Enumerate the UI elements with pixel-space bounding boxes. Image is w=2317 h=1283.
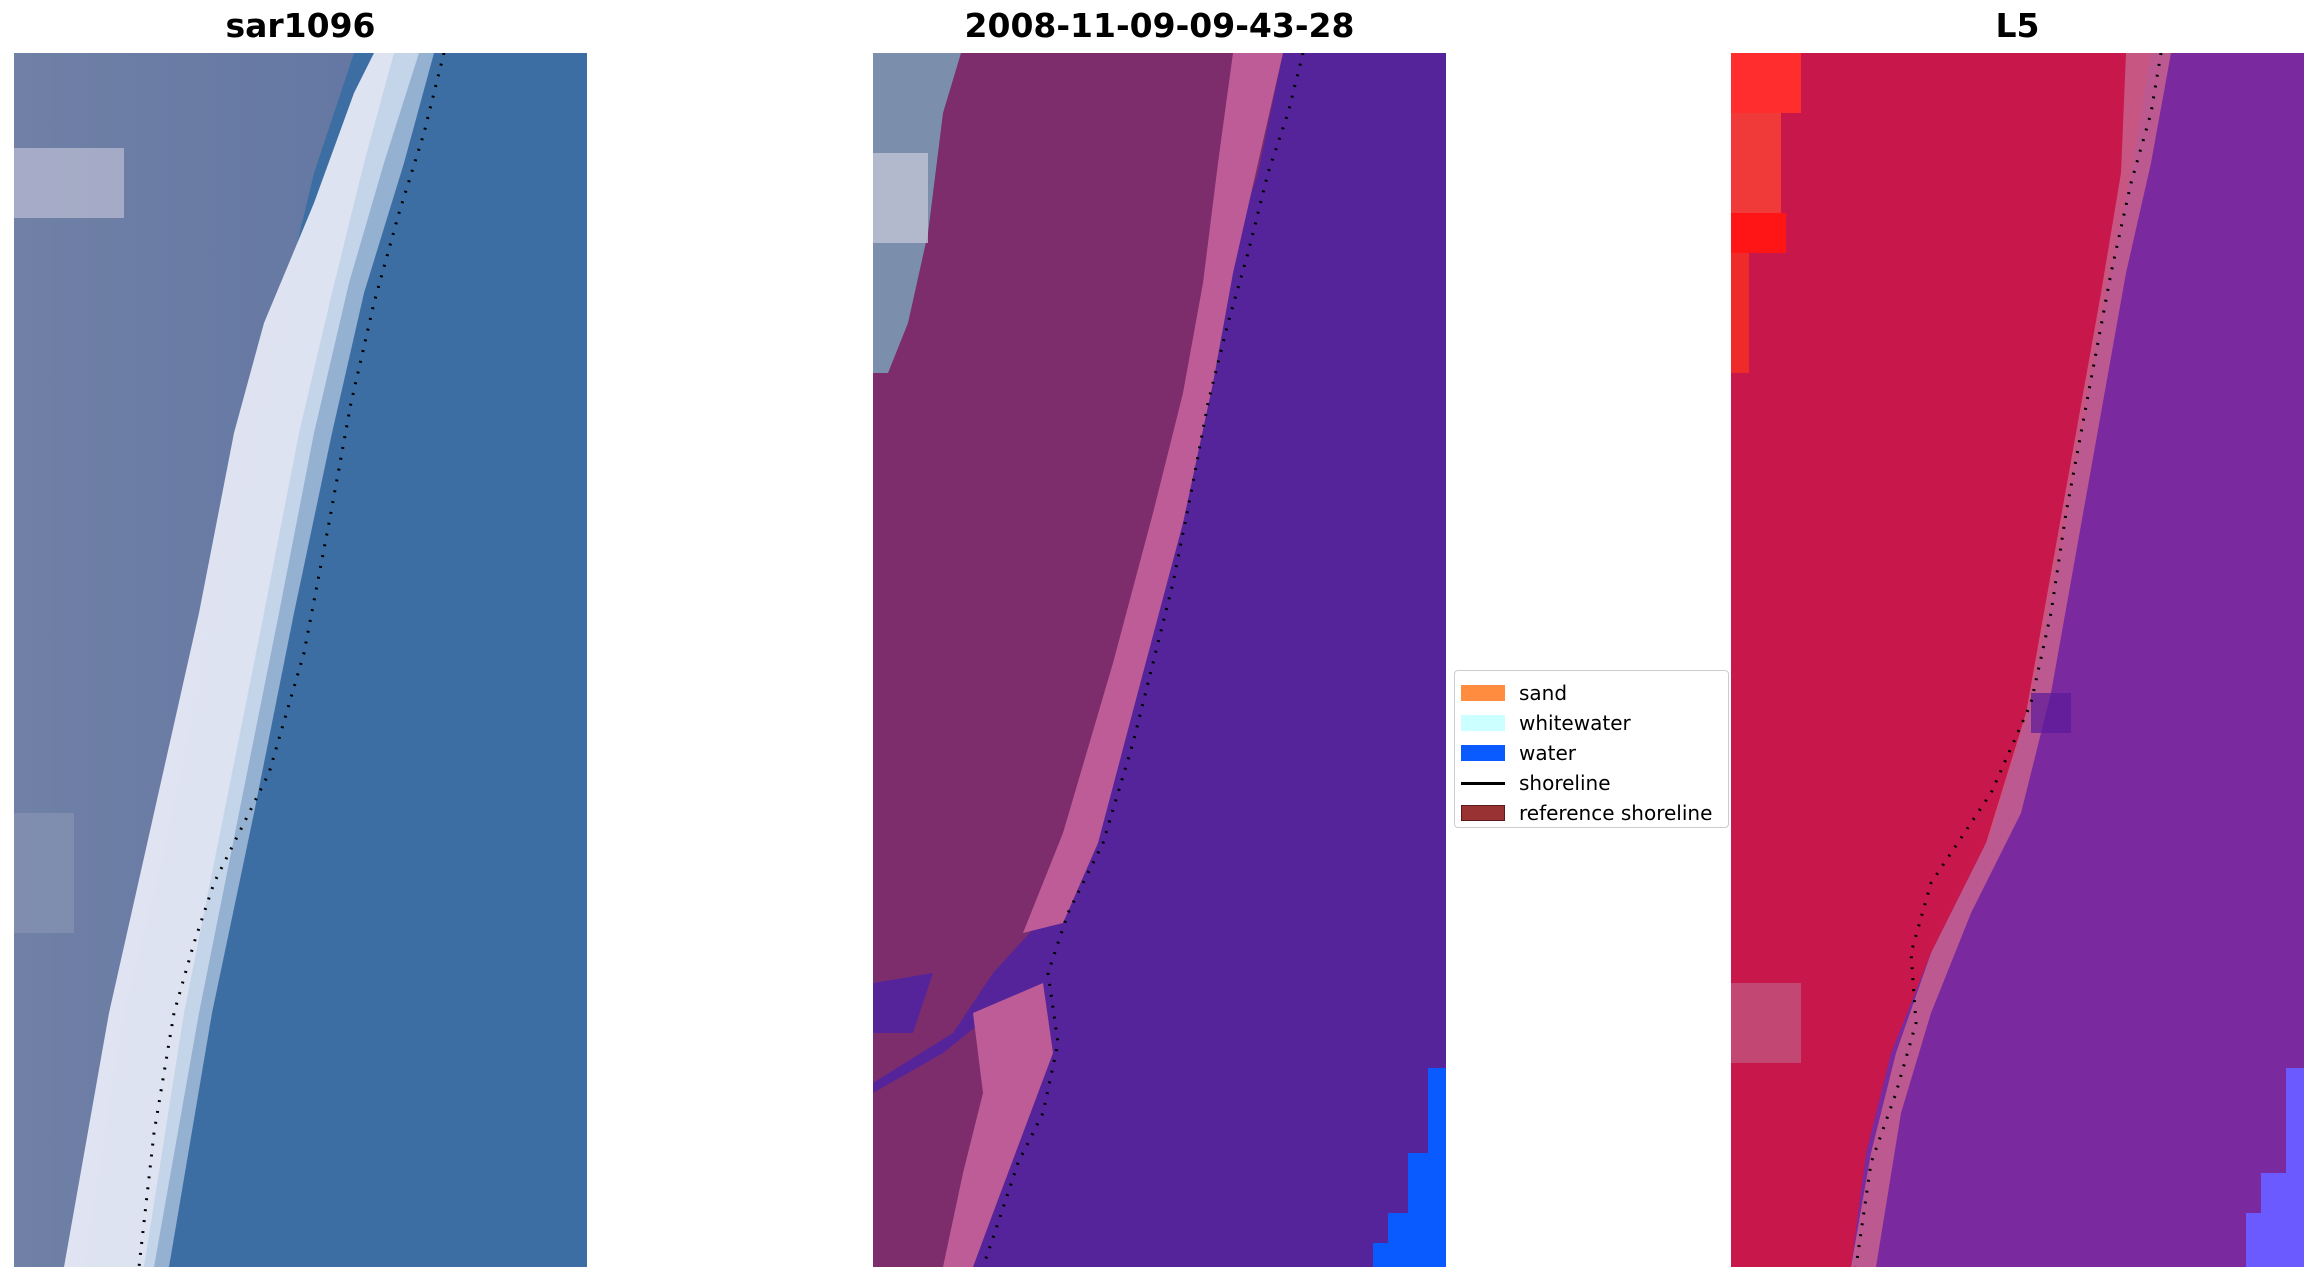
panel-title-nir: L5 (1995, 6, 2040, 45)
classification-image (873, 53, 1446, 1267)
reference-shoreline-swatch (1461, 805, 1505, 821)
legend-label: shoreline (1519, 771, 1611, 795)
legend-label: sand (1519, 681, 1568, 705)
legend-item-sand: sand (1461, 679, 1567, 707)
legend-label: water (1519, 741, 1576, 765)
whitewater-swatch (1461, 715, 1505, 731)
rgb-shoreline (137, 53, 446, 1267)
water-swatch (1461, 745, 1505, 761)
nir-false-color-image (1731, 53, 2304, 1267)
legend-label: reference shoreline (1519, 801, 1713, 825)
legend-item-shoreline: shoreline (1461, 769, 1611, 797)
sand-swatch (1461, 685, 1505, 701)
legend-item-whitewater: whitewater (1461, 709, 1631, 737)
legend-item-reference-shoreline: reference shoreline (1461, 799, 1712, 827)
shoreline-line-swatch (1461, 781, 1505, 785)
legend: sand whitewater water shoreline referenc… (1454, 670, 1729, 828)
nir-shoreline (1854, 53, 2163, 1267)
legend-item-water: water (1461, 739, 1576, 767)
legend-label: whitewater (1519, 711, 1631, 735)
panel-title-classification: 2008-11-09-09-43-28 (964, 6, 1355, 45)
rgb-satellite-image (14, 53, 587, 1267)
panel-title-rgb: sar1096 (225, 6, 376, 45)
